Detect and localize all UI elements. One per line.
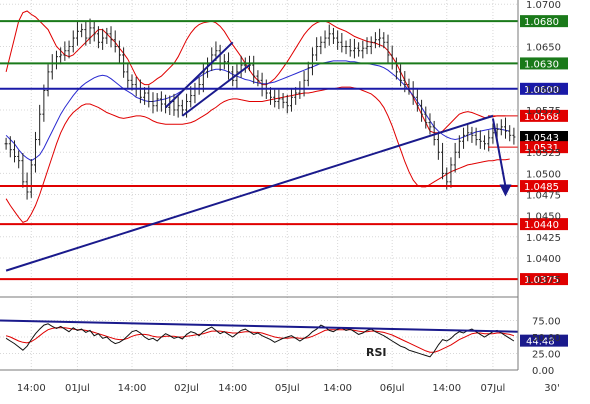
price-tick-label: 1.0375 (526, 275, 561, 286)
level-tag (520, 180, 568, 193)
upper-band-line (5, 10, 506, 134)
price-tick-label: 1.0600 (526, 85, 561, 96)
level-tag (520, 218, 568, 231)
rsi-value-label: 44.48 (526, 337, 555, 348)
trendline (5, 114, 494, 272)
rsi-tick-label: 50.00 (532, 333, 561, 344)
level-tag-label: 1.0568 (524, 112, 559, 123)
time-tick-label: 05Jul (275, 383, 300, 394)
level-tag (520, 141, 568, 154)
rsi-trendline (0, 319, 519, 333)
level-tag (520, 57, 568, 70)
price-tick-label: 1.0575 (526, 106, 561, 117)
time-tick-label: 07Jul (481, 383, 506, 394)
level-tag-label: 1.0440 (524, 220, 559, 231)
trendline (164, 41, 234, 109)
price-tick-label: 1.0475 (526, 191, 561, 202)
time-tick-label: 30' (544, 383, 559, 394)
price-tick-label: 1.0525 (526, 148, 561, 159)
level-tag-label: 1.0375 (524, 275, 559, 286)
price-tick-label: 1.0450 (526, 212, 561, 223)
level-tag-label: 1.0531 (524, 143, 559, 154)
level-tag-label: 1.0600 (524, 85, 559, 96)
level-tag (520, 15, 568, 28)
price-tick-label: 1.0400 (526, 254, 561, 265)
level-tag (520, 273, 568, 286)
trendline (181, 64, 251, 117)
rsi-value-tag (520, 334, 568, 347)
level-tag-label: 1.0630 (524, 59, 559, 70)
level-tag (520, 109, 568, 122)
time-tick-label: 06Jul (380, 383, 405, 394)
rsi-label: RSI (366, 346, 387, 359)
level-tag (520, 82, 568, 95)
price-tick-label: 1.0700 (526, 0, 561, 11)
projection-arrow-head (499, 184, 512, 197)
projection-arrow-line (491, 118, 507, 187)
rsi-tick-label: 25.00 (532, 350, 561, 361)
price-tick-label: 1.0650 (526, 43, 561, 54)
rsi-line (5, 323, 515, 358)
time-tick-label: 14:00 (432, 383, 461, 394)
time-tick-label: 14:00 (17, 383, 46, 394)
level-tag-label: 1.0543 (524, 133, 559, 144)
time-tick-label: 14:00 (118, 383, 147, 394)
time-tick-label: 14:00 (218, 383, 247, 394)
time-tick-label: 01Jul (65, 383, 90, 394)
price-tick-label: 1.0500 (526, 169, 561, 180)
time-tick-label: 14:00 (323, 383, 352, 394)
rsi-tick-label: 75.00 (532, 317, 561, 328)
level-tag-label: 1.0680 (524, 17, 559, 28)
level-tag-label: 1.0485 (524, 182, 559, 193)
level-tag (520, 131, 568, 144)
time-tick-label: 02Jul (174, 383, 199, 394)
rsi-tick-label: 0.00 (532, 366, 554, 377)
price-tick-label: 1.0425 (526, 233, 561, 244)
